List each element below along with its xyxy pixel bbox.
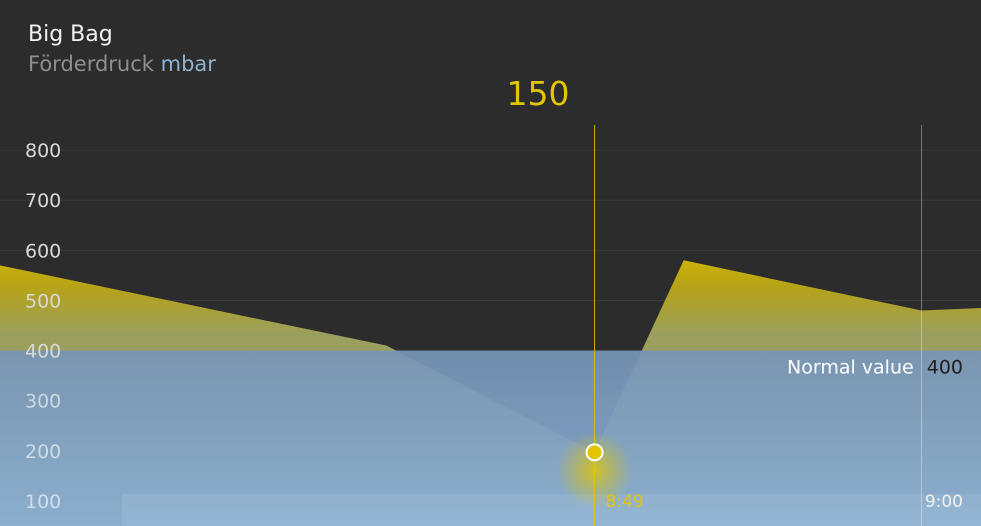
current-time-label: 8:49 xyxy=(606,492,644,512)
normal-value-number: 400 xyxy=(927,357,963,379)
chart-subtitle: Förderdruck mbar xyxy=(28,50,216,78)
y-tick-label-300: 300 xyxy=(25,391,61,413)
y-tick-label-500: 500 xyxy=(25,290,61,312)
chart-title: Big Bag xyxy=(28,22,113,47)
y-tick-label-600: 600 xyxy=(25,240,61,262)
y-tick-label-200: 200 xyxy=(25,441,61,463)
y-tick-label-400: 400 xyxy=(25,341,61,363)
chart-header: Big Bag Förderdruck mbar xyxy=(28,20,216,78)
normal-value-text: Normal value xyxy=(787,357,914,379)
normal-value-label: Normal value 400 xyxy=(787,357,963,379)
current-value: 150 xyxy=(506,74,570,113)
unit-label: mbar xyxy=(160,52,216,76)
measurement-name: Förderdruck xyxy=(28,52,154,76)
point-glow xyxy=(556,432,633,509)
y-axis: 800 700 600 500 400 300 200 100 xyxy=(25,140,61,513)
selected-point-marker[interactable] xyxy=(585,443,604,462)
normal-value-band xyxy=(0,350,981,526)
y-tick-label-700: 700 xyxy=(25,190,61,212)
y-tick-label-800: 800 xyxy=(25,140,61,162)
time-label-9-00: 9:00 xyxy=(925,492,963,512)
y-tick-label-100: 100 xyxy=(25,491,61,513)
bottom-band xyxy=(122,493,981,526)
